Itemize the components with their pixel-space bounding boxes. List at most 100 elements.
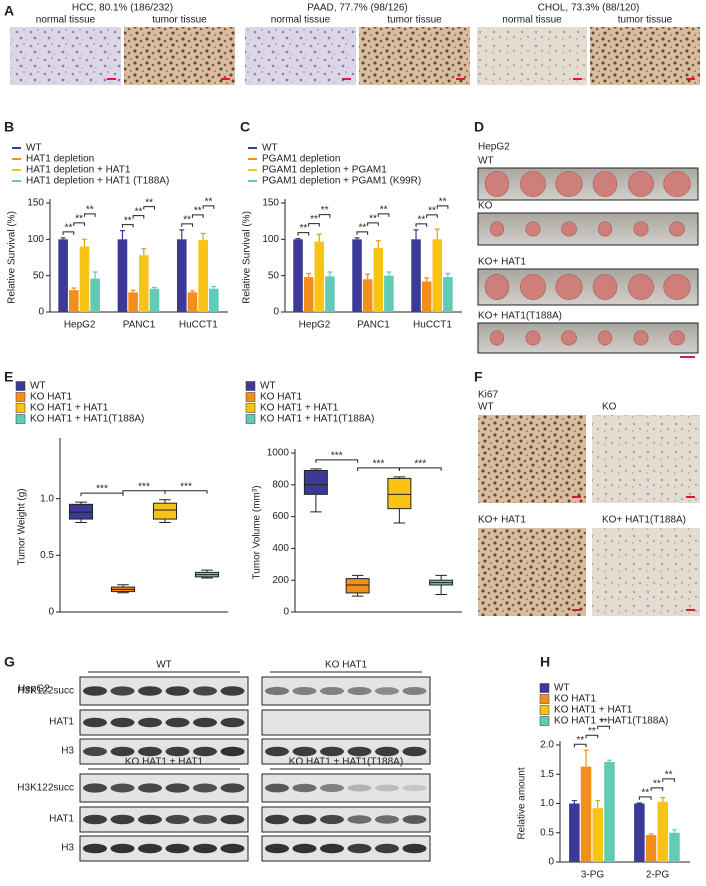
blot-band [375, 843, 399, 854]
error-bar [295, 238, 301, 240]
bar [325, 276, 335, 312]
legend-label: HAT1 depletion [26, 154, 94, 165]
significance-label: *** [138, 481, 150, 492]
significance-bracket [367, 222, 379, 226]
significance-bracket [202, 205, 215, 209]
row-label: H3K122succ [17, 783, 74, 794]
panel-label: F [474, 369, 483, 385]
significance-label: ** [588, 726, 596, 737]
tumor [561, 221, 577, 237]
y-tick-label: 800 [272, 479, 289, 490]
row-label: H3 [61, 843, 74, 854]
normal-image [10, 27, 121, 85]
blot-strip [79, 676, 249, 706]
tumor [525, 330, 541, 346]
legend-marker [15, 392, 26, 402]
bar [128, 292, 138, 312]
group-label: KO+ HAT1(T188A) [602, 515, 686, 526]
y-axis-label: Tumor Volume (mm³) [252, 485, 263, 579]
legend-label: KO HAT1 [554, 694, 596, 705]
bar [373, 248, 384, 312]
error-bar [595, 799, 601, 809]
significance-label: ** [653, 779, 661, 790]
error-bar [671, 829, 677, 833]
blot-strip [261, 773, 431, 803]
legend-marker [15, 414, 26, 424]
blot-band [83, 843, 107, 854]
significance-label: ** [145, 197, 153, 208]
error-bar [200, 232, 206, 241]
error-bar [606, 759, 612, 762]
error-bar [660, 797, 666, 802]
significance-label: *** [96, 484, 108, 495]
blot-band [347, 784, 372, 792]
row-label: H3K122succ [17, 686, 74, 697]
normal-image [245, 27, 356, 85]
blot-band [320, 814, 344, 825]
significance-label: ** [65, 223, 73, 234]
y-tick-label: 100 [27, 234, 44, 245]
tumor-label: tumor tissue [387, 15, 442, 26]
error-bar [583, 749, 589, 767]
bar [293, 239, 303, 312]
significance-bracket [308, 223, 320, 227]
significance-label: ** [369, 214, 377, 225]
significance-label: ** [205, 197, 213, 208]
blot-band [193, 783, 217, 793]
blot-band [110, 746, 135, 757]
tumor-tray [477, 268, 699, 306]
y-tick-label: 0.5 [40, 550, 54, 561]
normal-label: normal tissue [271, 15, 331, 26]
blot-strip [261, 806, 431, 833]
blot-band [220, 717, 245, 728]
error-bar [434, 228, 440, 240]
error-bar [81, 238, 87, 247]
bar [669, 832, 680, 862]
blot-band [83, 783, 107, 793]
blot-band [402, 687, 427, 695]
blot-band [320, 746, 344, 757]
blot-band [110, 814, 135, 825]
significance-bracket [426, 214, 438, 218]
blot-band [220, 746, 245, 757]
legend-label: KO HAT1 + HAT1(T188A) [30, 414, 144, 425]
blot-band [292, 783, 317, 793]
legend-label: PGAM1 depletion [262, 154, 340, 165]
y-axis-label: Tumor Weight (g) [17, 488, 28, 565]
bar [432, 239, 443, 312]
tumor [520, 274, 546, 300]
tumor [597, 330, 613, 346]
blot-group: KO HAT1 + HAT1(T188A) [289, 757, 403, 768]
bar [592, 808, 604, 862]
blot-band [193, 815, 217, 824]
y-tick-label: 150 [27, 198, 44, 209]
significance-bracket [297, 232, 310, 236]
tumor [597, 221, 613, 237]
legend-label: WT [260, 381, 276, 392]
tumor-image [590, 27, 700, 85]
significance-label: ** [321, 205, 329, 216]
tumor [592, 274, 618, 300]
blot-band [265, 814, 289, 825]
cell-line: HepG2 [478, 142, 510, 153]
significance-bracket [73, 222, 85, 226]
blot-band [292, 814, 317, 825]
tumor-image [124, 27, 235, 85]
error-bar [327, 271, 333, 277]
legend-label: HAT1 depletion + HAT1 [26, 165, 131, 176]
blot-band [347, 843, 372, 854]
bar [314, 241, 325, 312]
error-bar [306, 272, 312, 278]
significance-label: ** [576, 735, 584, 746]
blot-band [83, 814, 107, 825]
legend-label: HAT1 depletion + HAT1 (T188A) [26, 176, 169, 187]
blot-band [83, 717, 107, 728]
legend-marker [539, 683, 550, 693]
significance-label: *** [414, 458, 426, 469]
tissue-title: CHOL, 73.3% (88/120) [538, 3, 640, 14]
error-bar [189, 290, 195, 293]
box [345, 578, 370, 594]
significance-label: ** [183, 215, 191, 226]
blot-strip [79, 835, 249, 862]
blot-band [110, 686, 135, 696]
